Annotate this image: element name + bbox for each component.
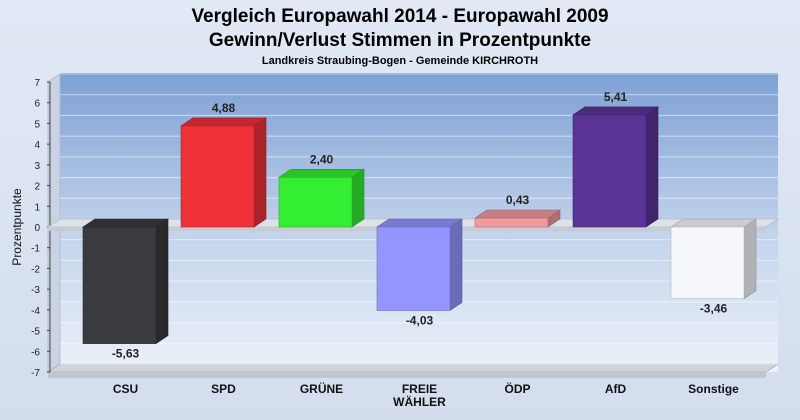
y-tick-label: -7 — [31, 368, 40, 379]
data-label: -4,03 — [406, 313, 434, 327]
data-label: -5,63 — [112, 347, 140, 361]
bar-front — [278, 176, 353, 228]
bar-front — [82, 226, 157, 344]
bar-side — [351, 168, 365, 228]
bar-side — [155, 218, 169, 345]
bar-top — [180, 117, 267, 127]
data-label: -3,46 — [700, 302, 728, 316]
bar-side — [253, 117, 267, 228]
bar-side — [743, 218, 757, 300]
y-axis-label: Prozentpunkte — [10, 188, 24, 266]
plot-floor — [46, 363, 780, 373]
bar-2 — [278, 168, 365, 228]
bar-3 — [376, 218, 463, 312]
x-tick-label: GRÜNE — [300, 381, 343, 396]
bar-front — [180, 125, 255, 228]
bar-top — [278, 168, 365, 178]
bar-0 — [82, 218, 169, 345]
bar-front — [572, 114, 647, 228]
y-tick-label: 0 — [34, 223, 40, 234]
bar-front — [376, 226, 451, 311]
bar-1 — [180, 117, 267, 228]
chart-subtitle: Gewinn/Verlust Stimmen in Prozentpunkte — [208, 30, 592, 51]
x-tick-label: Sonstige — [688, 382, 739, 396]
bar-top — [670, 218, 757, 228]
x-tick-label: WÄHLER — [393, 394, 446, 409]
data-label: 4,88 — [212, 101, 236, 115]
y-tick-label: 6 — [34, 99, 40, 110]
y-tick-label: -5 — [31, 327, 40, 338]
bar-side — [449, 218, 463, 312]
bar-5 — [572, 106, 659, 228]
y-tick-label: 2 — [34, 182, 40, 193]
x-tick-label: ÖDP — [504, 381, 530, 396]
y-tick-label: -1 — [31, 244, 40, 255]
y-tick-label: -2 — [31, 264, 40, 275]
y-tick-label: 1 — [34, 202, 40, 213]
bar-top — [572, 106, 659, 116]
y-tick-label: -6 — [31, 347, 40, 358]
y-tick-label: 7 — [34, 78, 40, 89]
chart-caption: Landkreis Straubing-Bogen - Gemeinde KIR… — [261, 55, 539, 67]
chart-title: Vergleich Europawahl 2014 - Europawahl 2… — [191, 6, 609, 27]
bar-front — [670, 226, 745, 299]
bar-top — [474, 209, 561, 219]
x-tick-label: FREIE — [402, 382, 437, 396]
x-tick-label: CSU — [113, 382, 138, 396]
x-tick-label: SPD — [211, 382, 236, 396]
y-tick-label: 4 — [34, 140, 40, 151]
bar-6 — [670, 218, 757, 300]
plot-floor-edge — [48, 372, 766, 378]
y-tick-label: -4 — [31, 306, 40, 317]
data-label: 2,40 — [310, 152, 334, 166]
x-tick-label: AfD — [605, 382, 627, 396]
y-tick-label: -3 — [31, 285, 40, 296]
bar-top — [82, 218, 169, 228]
bar-front — [474, 217, 549, 228]
bar-top — [376, 218, 463, 228]
y-tick-label: 5 — [34, 119, 40, 130]
bar-side — [645, 106, 659, 228]
bar-4 — [474, 209, 561, 228]
data-label: 0,43 — [506, 193, 530, 207]
y-tick-label: 3 — [34, 161, 40, 172]
data-label: 5,41 — [604, 90, 628, 104]
